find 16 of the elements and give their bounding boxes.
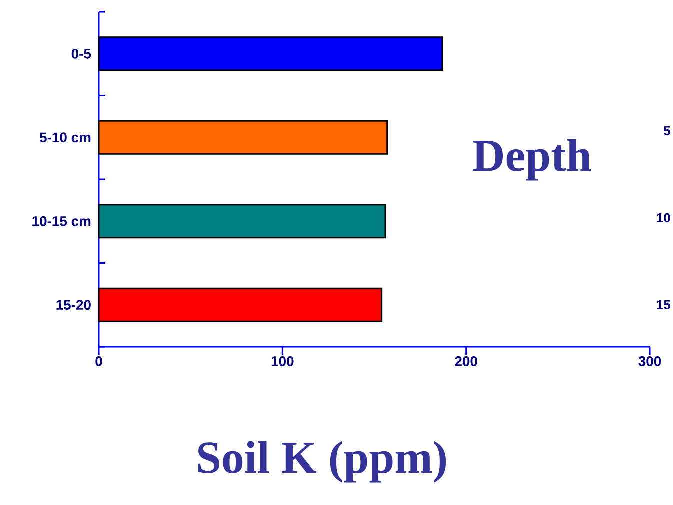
bar (98, 204, 386, 239)
y-tick-label: 10-15 cm (32, 216, 91, 226)
text: 10 (657, 213, 670, 223)
x-axis-title: Soil K (ppm) (198, 441, 446, 483)
bar (98, 120, 388, 155)
y-tick-label: 0-5 (72, 48, 92, 59)
x-tick-label: 100 (272, 356, 294, 366)
text: 15 (657, 300, 670, 310)
y-axis-title: Depth (472, 139, 592, 181)
y-tick-label: 5-10 cm (40, 132, 91, 143)
bar (98, 288, 383, 322)
text: 5 (664, 126, 670, 136)
y-tick-label: 15-20 (56, 300, 91, 310)
x-tick-label: 0 (96, 356, 102, 366)
x-tick-label: 300 (638, 356, 662, 366)
x-tick-label: 200 (455, 356, 478, 366)
